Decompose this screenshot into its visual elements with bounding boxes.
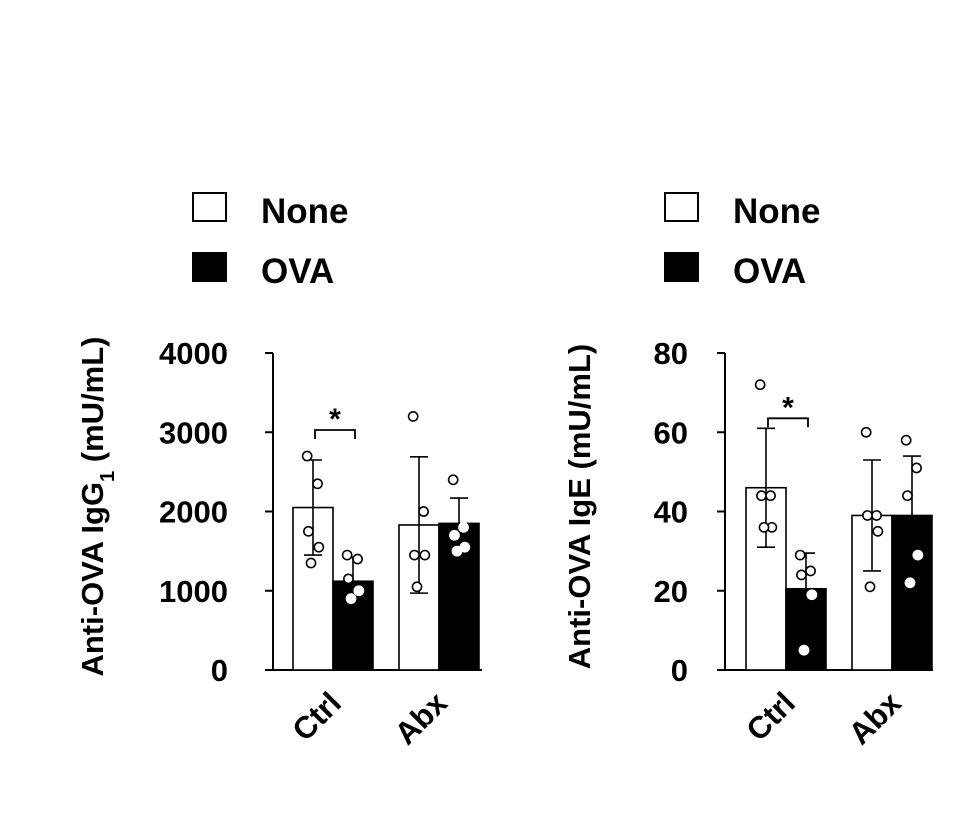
data-point <box>794 549 806 561</box>
data-point <box>407 410 419 422</box>
y-axis-label-main: Anti-OVA IgE <box>562 478 597 669</box>
data-point-inner <box>914 551 922 559</box>
significance-star: * <box>329 403 341 436</box>
data-point <box>862 510 873 521</box>
significance-bracket <box>314 429 356 439</box>
data-point-inner <box>800 646 808 654</box>
y-tick-label: 0 <box>671 653 688 688</box>
data-point <box>756 490 767 502</box>
data-point <box>871 510 882 521</box>
data-point <box>796 569 807 581</box>
y-tick-label: 2000 <box>159 495 228 530</box>
legend-label-none: None <box>261 192 349 231</box>
data-point <box>343 573 354 585</box>
significance-bracket <box>767 417 809 428</box>
data-point-inner <box>808 591 816 598</box>
data-point <box>411 581 423 593</box>
category-label-ctrl: Ctrl <box>285 685 348 748</box>
data-point <box>754 379 766 391</box>
data-point <box>447 474 459 486</box>
y-tick-label: 40 <box>654 495 688 530</box>
data-point-inner <box>347 595 355 602</box>
data-point <box>864 581 876 593</box>
data-point <box>911 462 922 474</box>
chart-panel-2: 0 20 40 60 80 Anti-OVA IgE (mU/mL) * Ctrl Abx Non… <box>562 192 933 751</box>
chart-panel-1: 0 1000 2000 3000 4000 Anti-OVA IgG1 (mU/mL) * C… <box>75 192 482 751</box>
y-axis-label-unit: (mU/mL) <box>75 336 110 470</box>
data-point <box>419 549 431 561</box>
legend-label-none: None <box>733 192 821 231</box>
data-point-inner <box>460 524 467 531</box>
data-point <box>902 490 913 502</box>
data-point <box>341 549 353 561</box>
legend: None OVA <box>664 192 821 291</box>
y-tick-label: 1000 <box>159 574 228 609</box>
legend-label-ova: OVA <box>261 252 334 291</box>
data-point-inner <box>451 532 458 539</box>
legend-label-ova: OVA <box>733 252 806 291</box>
data-point-inner <box>453 547 461 555</box>
data-point-inner <box>906 579 914 587</box>
y-axis-label: Anti-OVA IgG1 (mU/mL) <box>75 336 119 676</box>
data-point <box>900 434 912 446</box>
data-point <box>301 450 313 462</box>
data-point <box>352 553 363 565</box>
legend-swatch-ova <box>664 252 699 282</box>
data-point <box>303 525 314 537</box>
data-point <box>305 557 317 569</box>
data-point <box>313 541 325 553</box>
y-tick-label: 3000 <box>159 415 228 450</box>
data-point <box>418 506 429 517</box>
legend-swatch-none <box>664 192 699 222</box>
y-tick-label: 4000 <box>159 336 228 371</box>
y-tick-label: 80 <box>654 336 688 371</box>
y-axis-label-unit: (mU/mL) <box>562 344 597 478</box>
legend: None OVA <box>192 192 349 291</box>
data-point <box>860 426 872 438</box>
y-tick-label: 20 <box>654 574 688 609</box>
data-point <box>805 565 816 577</box>
data-point <box>872 525 884 537</box>
y-axis-label-subscript: 1 <box>97 471 119 482</box>
legend-swatch-none <box>192 192 227 222</box>
y-axis-label-main: Anti-OVA IgG <box>75 482 110 677</box>
legend-swatch-ova <box>192 252 227 282</box>
y-axis-label: Anti-OVA IgE (mU/mL) <box>562 344 597 669</box>
data-point <box>409 549 420 561</box>
data-point-inner <box>355 587 363 594</box>
category-label-abx: Abx <box>842 685 909 752</box>
y-tick-label: 0 <box>211 653 228 688</box>
category-label-abx: Abx <box>388 685 455 752</box>
data-point <box>765 490 776 502</box>
data-point <box>312 478 323 490</box>
significance-star: * <box>782 391 794 424</box>
category-label-ctrl: Ctrl <box>739 685 802 748</box>
y-tick-label: 60 <box>654 415 688 450</box>
data-point <box>758 521 770 533</box>
data-point-inner <box>461 543 469 551</box>
